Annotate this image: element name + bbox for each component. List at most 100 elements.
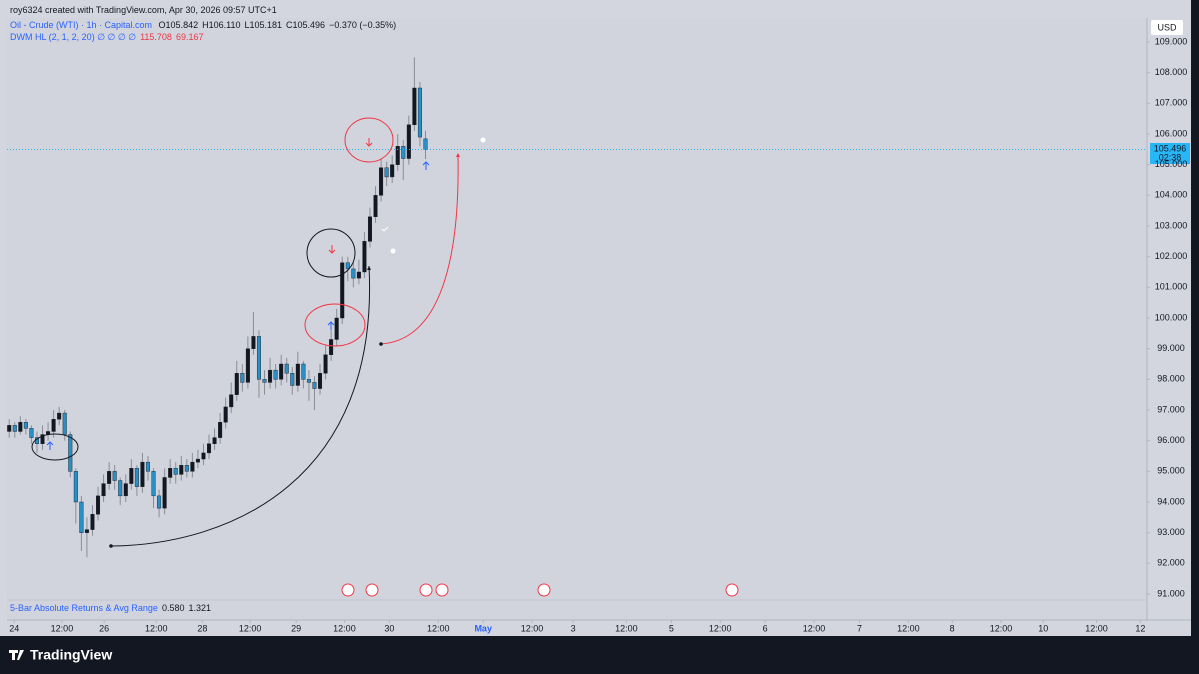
x-tick-label: 12:00 [51, 623, 74, 633]
y-tick-label: 97.000 [1157, 404, 1185, 414]
y-tick-label: 95.000 [1157, 466, 1185, 476]
candle-body [96, 495, 101, 515]
x-tick-label: May [474, 623, 492, 633]
x-tick-label: 30 [384, 623, 394, 633]
events [341, 583, 739, 597]
candle-body [284, 363, 289, 374]
event-icon[interactable] [341, 583, 355, 597]
price-label: 105.496 [1154, 143, 1187, 153]
candle-body [290, 373, 295, 386]
candle-body [101, 483, 106, 497]
candle-body [29, 428, 34, 438]
candle-body [7, 425, 12, 432]
x-tick-label: 12:00 [427, 623, 450, 633]
candle-body [40, 434, 45, 444]
event-icon[interactable] [537, 583, 551, 597]
candle-body [273, 369, 278, 380]
x-tick-label: 8 [950, 623, 955, 633]
candle-body [401, 146, 406, 159]
candle-body [406, 124, 411, 159]
currency: USD [1157, 22, 1177, 32]
circle-drawing [306, 228, 356, 278]
candle-body [318, 373, 323, 389]
dot [480, 137, 486, 143]
candle-body [251, 336, 256, 349]
ohlc: H106.110 [202, 20, 241, 30]
curve-arrow [456, 153, 460, 157]
candle-body [223, 406, 228, 423]
x-tick-label: 10 [1038, 623, 1048, 633]
candle-body [207, 443, 212, 454]
curve-drawing [380, 154, 459, 345]
x-tick-label: 12:00 [239, 623, 262, 633]
candle-body [345, 262, 350, 270]
candle-body [195, 458, 200, 463]
x-tick-label: 28 [197, 623, 207, 633]
x-tick-label: 24 [9, 623, 19, 633]
candle-body [329, 339, 334, 356]
pane-legend: 5-Bar Absolute Returns & Avg Range 0.580 1… [10, 603, 215, 613]
x-tick-label: 12:00 [615, 623, 638, 633]
up-arrow [422, 161, 430, 170]
candle-body [90, 514, 95, 530]
event-icon[interactable] [725, 583, 739, 597]
candle-body [229, 394, 234, 408]
x-tick-label: 26 [99, 623, 109, 633]
candle-body [240, 373, 245, 383]
indicator: DWM HL (2, 1, 2, 20) ∅ ∅ ∅ ∅ [10, 32, 137, 42]
candle-body [390, 164, 395, 178]
candle-body [234, 373, 239, 395]
candle-body [84, 529, 89, 533]
down-arrow [328, 245, 336, 254]
y-tick-label: 96.000 [1157, 435, 1185, 445]
candle-body [140, 461, 145, 487]
candle-body [301, 363, 306, 380]
candle-body [356, 271, 361, 279]
candle-body [57, 412, 62, 420]
candle-body [323, 354, 328, 374]
candle-body [73, 471, 78, 503]
candle-body [212, 437, 217, 444]
curve-end [109, 544, 113, 548]
plot-area [7, 18, 1147, 620]
candle-body [351, 268, 356, 279]
legend-line: Oil - Crude (WTI) · 1h · Capital.com O10… [10, 20, 400, 30]
candle-body [262, 379, 267, 383]
circle-drawing [344, 117, 394, 163]
candle-body [190, 461, 195, 472]
price-label-box [1150, 143, 1190, 164]
candle-body [373, 195, 378, 217]
candle-body [123, 483, 128, 497]
credit: roy6324 created with TradingView.com, Ap… [10, 5, 277, 15]
y-tick-label: 109.000 [1155, 36, 1188, 46]
x-tick-label: 12:00 [1085, 623, 1108, 633]
pane-value: 0.580 [161, 603, 185, 613]
x-tick-label: 12:00 [145, 623, 168, 633]
candle-body [151, 471, 156, 497]
y-tick-label: 104.000 [1155, 190, 1188, 200]
y-tick-label: 93.000 [1157, 527, 1185, 537]
y-tick-label: 98.000 [1157, 374, 1185, 384]
ohlc: L105.181 [244, 20, 283, 30]
candle-body [173, 468, 178, 475]
candle-body [412, 87, 417, 125]
event-icon[interactable] [365, 583, 379, 597]
currency-box[interactable] [1151, 20, 1183, 35]
candle-body [112, 471, 117, 481]
check-mark [381, 226, 389, 232]
event-icon[interactable] [419, 583, 433, 597]
y-tick-label: 102.000 [1155, 251, 1188, 261]
indicator-line: DWM HL (2, 1, 2, 20) ∅ ∅ ∅ ∅ 115.708 69.16… [10, 32, 207, 43]
candle-body [295, 363, 300, 386]
brand: TradingView [30, 647, 112, 663]
x-tick-label: 3 [571, 623, 576, 633]
candle-body [51, 419, 56, 432]
candle-body [367, 216, 372, 242]
y-tick-label: 91.000 [1157, 588, 1185, 598]
y-tick-label: 105.000 [1155, 159, 1188, 169]
candle-body [384, 167, 389, 178]
event-icon[interactable] [435, 583, 449, 597]
candle-body [268, 369, 273, 383]
candle-body [62, 412, 67, 435]
